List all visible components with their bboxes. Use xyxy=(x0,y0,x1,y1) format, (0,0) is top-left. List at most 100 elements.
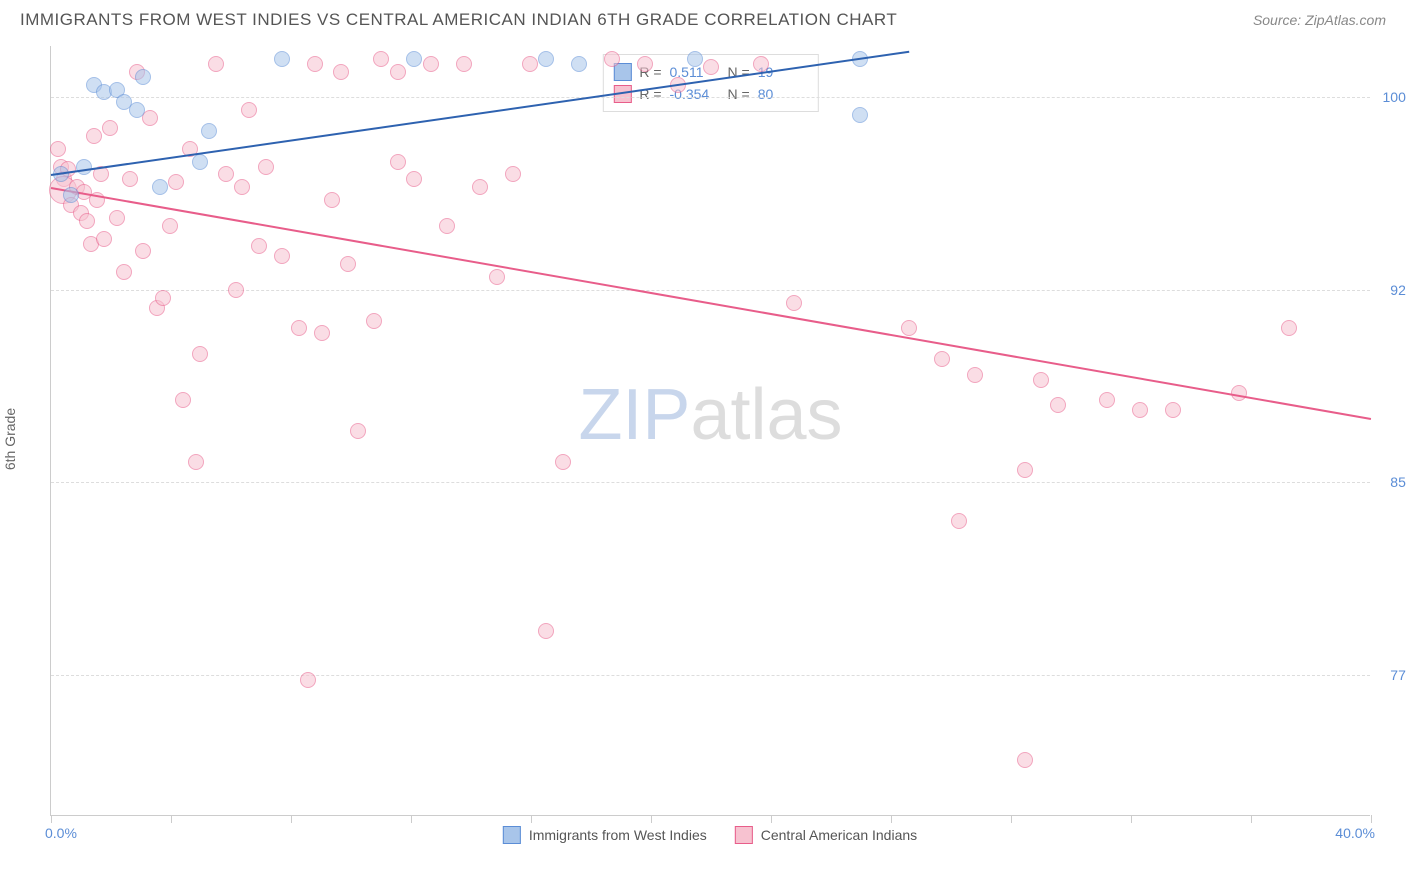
data-point xyxy=(63,187,79,203)
gridline-h xyxy=(51,97,1370,98)
data-point xyxy=(340,256,356,272)
data-point xyxy=(307,56,323,72)
x-tick xyxy=(531,815,532,823)
data-point xyxy=(274,248,290,264)
legend-swatch-2 xyxy=(735,826,753,844)
data-point xyxy=(300,672,316,688)
x-tick xyxy=(291,815,292,823)
data-point xyxy=(175,392,191,408)
data-point xyxy=(901,320,917,336)
legend-item-2: Central American Indians xyxy=(735,826,917,844)
chart-title: IMMIGRANTS FROM WEST INDIES VS CENTRAL A… xyxy=(20,10,897,30)
data-point xyxy=(155,290,171,306)
data-point xyxy=(423,56,439,72)
data-point xyxy=(406,51,422,67)
x-tick xyxy=(171,815,172,823)
data-point xyxy=(201,123,217,139)
data-point xyxy=(505,166,521,182)
gridline-h xyxy=(51,675,1370,676)
legend-label-2: Central American Indians xyxy=(761,827,917,843)
chart-container: 6th Grade ZIPatlas R = 0.511 N = 19 R = … xyxy=(50,46,1370,816)
watermark: ZIPatlas xyxy=(578,374,842,456)
data-point xyxy=(258,159,274,175)
regression-line xyxy=(51,51,909,176)
x-tick xyxy=(1251,815,1252,823)
data-point xyxy=(274,51,290,67)
watermark-text-b: atlas xyxy=(690,375,842,455)
data-point xyxy=(934,351,950,367)
data-point xyxy=(1017,462,1033,478)
data-point xyxy=(538,623,554,639)
y-tick-label: 77.5% xyxy=(1390,667,1406,683)
data-point xyxy=(251,238,267,254)
data-point xyxy=(852,107,868,123)
x-tick xyxy=(771,815,772,823)
data-point xyxy=(1099,392,1115,408)
x-tick xyxy=(1371,815,1372,823)
regression-line xyxy=(51,187,1371,420)
data-point xyxy=(1033,372,1049,388)
y-tick-label: 85.0% xyxy=(1390,474,1406,490)
data-point xyxy=(1165,402,1181,418)
data-point xyxy=(96,231,112,247)
y-tick-label: 92.5% xyxy=(1390,282,1406,298)
data-point xyxy=(390,154,406,170)
x-tick xyxy=(891,815,892,823)
data-point xyxy=(241,102,257,118)
data-point xyxy=(366,313,382,329)
watermark-text-a: ZIP xyxy=(578,375,690,455)
x-tick xyxy=(1131,815,1132,823)
data-point xyxy=(333,64,349,80)
source-attribution: Source: ZipAtlas.com xyxy=(1253,12,1386,28)
data-point xyxy=(538,51,554,67)
data-point xyxy=(135,69,151,85)
data-point xyxy=(291,320,307,336)
data-point xyxy=(109,210,125,226)
data-point xyxy=(129,102,145,118)
data-point xyxy=(637,56,653,72)
data-point xyxy=(168,174,184,190)
gridline-h xyxy=(51,482,1370,483)
data-point xyxy=(472,179,488,195)
data-point xyxy=(1017,752,1033,768)
data-point xyxy=(218,166,234,182)
data-point xyxy=(604,51,620,67)
data-point xyxy=(456,56,472,72)
data-point xyxy=(116,264,132,280)
data-point xyxy=(102,120,118,136)
x-tick xyxy=(51,815,52,823)
data-point xyxy=(314,325,330,341)
data-point xyxy=(350,423,366,439)
data-point xyxy=(555,454,571,470)
data-point xyxy=(1231,385,1247,401)
data-point xyxy=(390,64,406,80)
x-tick xyxy=(1011,815,1012,823)
gridline-h xyxy=(51,290,1370,291)
n-label: N = xyxy=(728,61,750,83)
data-point xyxy=(522,56,538,72)
x-min-label: 0.0% xyxy=(45,825,77,841)
n-label: N = xyxy=(728,83,750,105)
data-point xyxy=(1281,320,1297,336)
data-point xyxy=(162,218,178,234)
data-point xyxy=(76,159,92,175)
data-point xyxy=(188,454,204,470)
legend-item-1: Immigrants from West Indies xyxy=(503,826,707,844)
data-point xyxy=(439,218,455,234)
x-tick xyxy=(651,815,652,823)
data-point xyxy=(489,269,505,285)
y-tick-label: 100.0% xyxy=(1383,89,1406,105)
data-point xyxy=(122,171,138,187)
data-point xyxy=(687,51,703,67)
data-point xyxy=(86,128,102,144)
data-point xyxy=(234,179,250,195)
data-point xyxy=(753,56,769,72)
data-point xyxy=(79,213,95,229)
data-point xyxy=(967,367,983,383)
stats-row-series-2: R = -0.354 N = 80 xyxy=(613,83,807,105)
data-point xyxy=(324,192,340,208)
legend-swatch-1 xyxy=(503,826,521,844)
data-point xyxy=(192,154,208,170)
y-axis-label: 6th Grade xyxy=(2,408,18,470)
data-point xyxy=(406,171,422,187)
